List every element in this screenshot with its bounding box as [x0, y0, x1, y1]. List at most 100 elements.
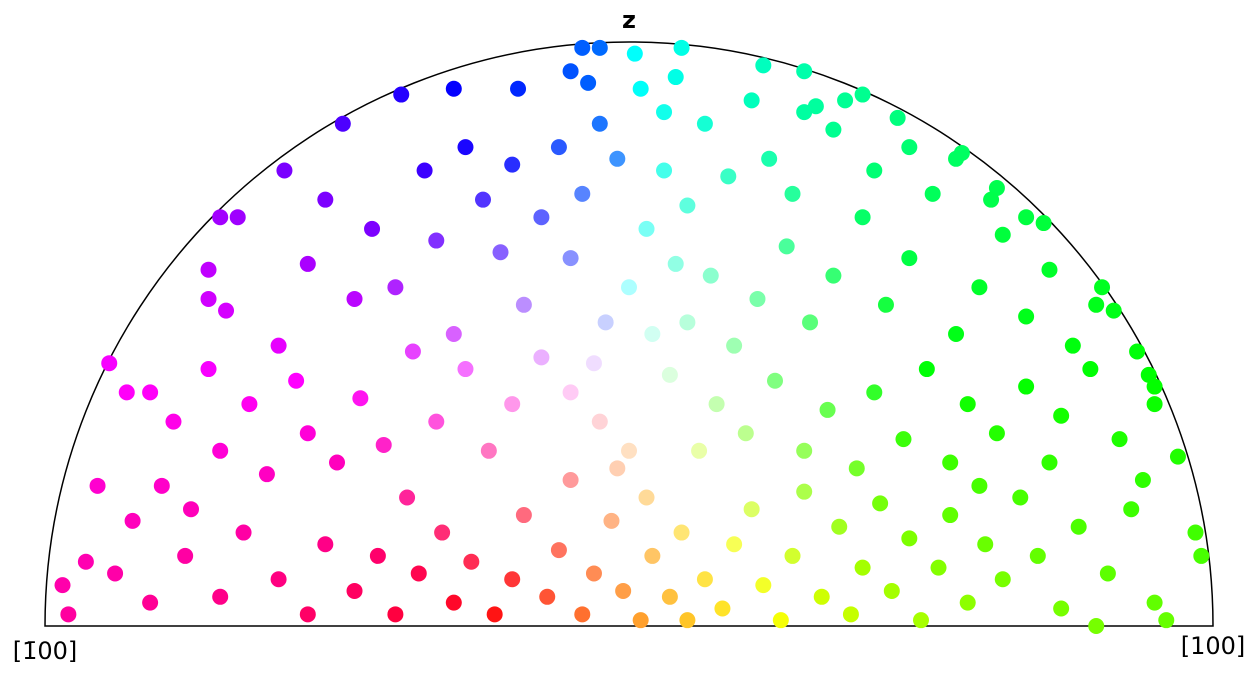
point: [1018, 308, 1035, 325]
point: [562, 250, 579, 267]
point: [229, 209, 246, 226]
point: [591, 39, 608, 56]
point: [749, 290, 766, 307]
point: [977, 536, 994, 553]
point: [621, 442, 637, 459]
point: [200, 290, 217, 307]
point: [212, 588, 229, 605]
half-circle-frame: [44, 41, 1214, 627]
point: [562, 384, 579, 401]
point: [796, 483, 813, 500]
point: [1158, 612, 1175, 629]
point: [580, 74, 597, 91]
point: [1035, 215, 1052, 232]
point: [691, 442, 708, 459]
point: [901, 530, 918, 547]
point: [1088, 296, 1105, 313]
point: [574, 39, 591, 56]
point: [825, 267, 842, 284]
point: [702, 267, 719, 284]
point: [562, 472, 579, 488]
point: [714, 600, 731, 617]
point: [603, 512, 620, 529]
point: [679, 612, 696, 629]
point: [1094, 279, 1111, 296]
point: [89, 477, 106, 494]
point: [696, 571, 713, 588]
point: [661, 588, 678, 605]
point: [848, 460, 865, 477]
point: [854, 559, 871, 576]
point: [200, 261, 217, 278]
point: [866, 384, 883, 401]
point: [1105, 302, 1122, 319]
point: [673, 39, 690, 56]
point: [661, 366, 678, 383]
point: [299, 606, 316, 623]
point: [667, 69, 684, 86]
point: [404, 343, 421, 360]
point: [901, 250, 918, 267]
point: [258, 466, 275, 483]
point: [1053, 600, 1070, 617]
point: [539, 588, 556, 605]
point: [1169, 448, 1186, 465]
point: [410, 565, 427, 582]
point: [504, 571, 521, 588]
point: [60, 606, 77, 623]
point: [1053, 407, 1070, 424]
point: [673, 524, 690, 541]
point: [854, 86, 871, 103]
point: [118, 384, 135, 401]
point: [854, 209, 871, 226]
point: [346, 582, 363, 599]
point: [708, 396, 725, 413]
point: [1193, 547, 1210, 564]
point: [504, 156, 521, 173]
point: [329, 454, 345, 471]
point: [562, 63, 579, 80]
point: [755, 57, 772, 74]
point: [434, 524, 451, 541]
point: [375, 436, 392, 453]
point: [895, 431, 912, 448]
point: [364, 220, 381, 237]
point: [696, 115, 713, 132]
point: [299, 255, 316, 272]
point: [352, 390, 369, 407]
point: [591, 115, 608, 132]
point: [317, 536, 334, 553]
point: [445, 594, 462, 611]
point: [772, 612, 789, 629]
point: [959, 594, 976, 611]
point: [54, 577, 71, 594]
point: [638, 220, 655, 237]
point: [656, 162, 673, 179]
point: [1134, 472, 1151, 488]
point: [877, 296, 894, 313]
point: [428, 413, 445, 430]
axis-label-right: [100]: [1181, 632, 1246, 660]
point: [813, 588, 830, 605]
point: [1146, 378, 1163, 395]
point: [270, 337, 287, 354]
point: [737, 425, 754, 442]
point: [463, 553, 480, 570]
point: [679, 197, 696, 214]
point: [609, 460, 626, 477]
point: [819, 401, 836, 418]
point: [831, 518, 848, 535]
point: [492, 244, 509, 261]
point: [235, 524, 252, 541]
point: [1018, 378, 1035, 395]
point: [743, 92, 760, 109]
point: [1129, 343, 1146, 360]
point: [270, 571, 287, 588]
point: [761, 150, 778, 167]
point: [778, 238, 795, 255]
point: [644, 547, 661, 564]
point: [1082, 361, 1099, 378]
point: [299, 425, 316, 442]
points: [54, 39, 1210, 634]
